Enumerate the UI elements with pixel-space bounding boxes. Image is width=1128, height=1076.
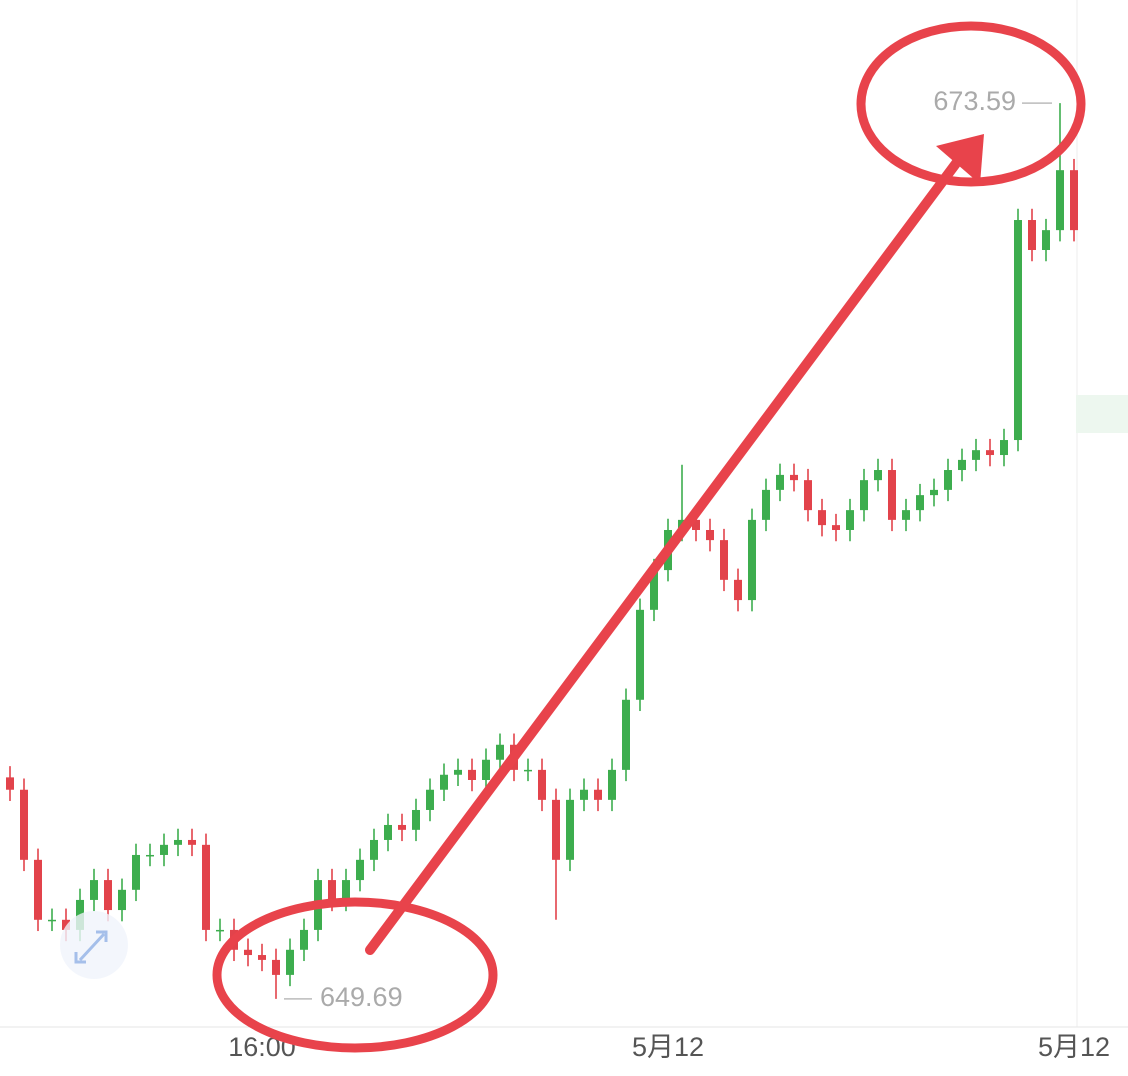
candle-body: [244, 949, 252, 956]
candle-body: [216, 929, 224, 932]
candle-body: [104, 880, 112, 911]
candle-body: [1070, 170, 1078, 231]
candle-body: [608, 769, 616, 800]
candle-body: [790, 474, 798, 481]
trend-arrow-head: [936, 134, 984, 184]
candle-body: [874, 470, 882, 481]
candle-body: [1028, 220, 1036, 251]
candle-body: [174, 839, 182, 845]
candle-body: [34, 859, 42, 920]
candle-body: [986, 450, 994, 456]
candle-body: [328, 880, 336, 900]
candle-body: [734, 579, 742, 601]
candle-body: [552, 799, 560, 860]
candle-body: [482, 759, 490, 780]
candle-body: [286, 949, 294, 975]
candle-body: [832, 525, 840, 530]
highlight-circle: [856, 21, 1086, 187]
candle-body: [48, 919, 56, 922]
candle-body: [762, 489, 770, 520]
candle-body: [160, 844, 168, 855]
trend-arrow: [365, 145, 971, 955]
candle-body: [706, 529, 714, 541]
candle-body: [860, 480, 868, 511]
candle-body: [412, 809, 420, 830]
max-marker-label: 673.59: [933, 86, 1016, 116]
candle-body: [132, 854, 140, 890]
candle-body: [944, 470, 952, 490]
expand-icon[interactable]: [60, 911, 128, 979]
candle-body: [440, 774, 448, 790]
candle-body: [524, 769, 532, 772]
candle-body: [804, 480, 812, 511]
candle-body: [636, 609, 644, 700]
candle-body: [62, 919, 70, 930]
candle-body: [776, 474, 784, 490]
candle-body: [90, 880, 98, 900]
candle-body: [846, 510, 854, 530]
candle-body: [6, 777, 14, 790]
candle-body: [384, 824, 392, 840]
candle-body: [972, 450, 980, 460]
candle-body: [650, 570, 658, 610]
candle-body: [496, 744, 504, 760]
price-tag: [1076, 395, 1128, 433]
candle-body: [146, 854, 154, 857]
candle-body: [566, 799, 574, 860]
candle-body: [20, 789, 28, 860]
candle-body: [188, 839, 196, 845]
candle-body: [902, 510, 910, 520]
highlight-circle: [212, 897, 498, 1053]
candle-body: [594, 789, 602, 800]
candle-body: [930, 489, 938, 496]
candle-body: [580, 789, 588, 800]
candle-body: [1000, 440, 1008, 456]
candle-body: [342, 880, 350, 900]
candle-body: [818, 510, 826, 526]
candle-body: [454, 769, 462, 775]
candle-body: [1056, 170, 1064, 231]
candle-body: [356, 859, 364, 881]
candle-body: [916, 495, 924, 511]
candle-body: [426, 789, 434, 810]
candle-body: [622, 699, 630, 770]
candle-body: [300, 929, 308, 950]
candle-body: [468, 769, 476, 780]
x-tick-label: 5月12: [632, 1032, 704, 1062]
x-tick-label: 5月12: [1038, 1032, 1110, 1062]
candle-body: [370, 839, 378, 860]
candle-body: [888, 470, 896, 520]
candle-body: [692, 519, 700, 530]
candle-body: [538, 769, 546, 800]
min-marker-label: 649.69: [320, 982, 403, 1012]
candle-body: [398, 824, 406, 830]
annotations: [212, 21, 1086, 1053]
candle-body: [258, 955, 266, 960]
candle-body: [720, 540, 728, 580]
candle-body: [748, 519, 756, 601]
candle-body: [1014, 220, 1022, 441]
candle-body: [1042, 230, 1050, 251]
candle-body: [958, 459, 966, 471]
candle-body: [272, 959, 280, 975]
candle-body: [118, 889, 126, 911]
candle-body: [202, 844, 210, 930]
expand-icon-glyph[interactable]: [74, 930, 108, 964]
